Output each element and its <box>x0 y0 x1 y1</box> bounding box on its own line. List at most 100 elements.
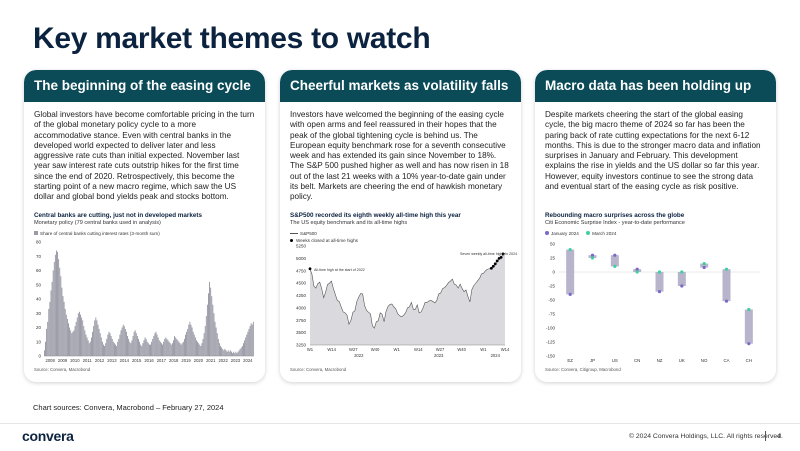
bar <box>202 338 204 356</box>
bar <box>123 326 125 356</box>
point-march <box>657 270 662 274</box>
bar <box>161 343 162 356</box>
bar <box>188 324 190 356</box>
bar <box>241 346 243 356</box>
bar <box>159 341 161 356</box>
all-time-high-point <box>489 266 493 270</box>
page-number: 4 <box>777 433 781 440</box>
bar <box>127 336 128 356</box>
all-time-high-point <box>501 252 505 256</box>
bar <box>147 343 149 356</box>
bar <box>105 343 107 356</box>
all-time-high-point <box>308 267 312 271</box>
bar <box>121 327 123 356</box>
bar <box>239 348 241 356</box>
point-march <box>590 256 595 260</box>
point-january <box>702 265 706 270</box>
bar <box>204 326 206 356</box>
bar <box>99 333 101 356</box>
bar <box>173 340 174 356</box>
y-tick-label: 0 <box>552 270 555 275</box>
legend-swatch-jan <box>545 231 549 235</box>
x-tick-label: 2010 <box>70 358 80 363</box>
footer-divider <box>765 431 766 441</box>
annotation-right: Seven weekly all-time highs in 2024 <box>460 252 517 256</box>
bar <box>221 347 223 356</box>
y-tick-label: -150 <box>546 354 556 359</box>
all-time-high-point <box>495 259 499 263</box>
year-label: 2023 <box>434 353 444 358</box>
point-march <box>613 264 617 268</box>
bar <box>226 351 228 356</box>
y-tick-label: -100 <box>546 326 556 331</box>
bar <box>211 296 213 356</box>
x-tick-label: W14 <box>414 347 423 352</box>
bar <box>205 316 207 356</box>
annotation-left: All-time high at the start of 2022 <box>314 268 365 272</box>
bar <box>217 338 219 356</box>
y-tick-label: -25 <box>548 284 555 289</box>
bar <box>112 341 114 356</box>
x-tick-label: 2012 <box>95 358 105 363</box>
bar <box>237 351 239 356</box>
y-tick-label: 40 <box>36 297 42 302</box>
bar <box>223 350 225 356</box>
bar <box>65 314 67 356</box>
bar <box>97 324 99 356</box>
bar <box>47 321 49 356</box>
bar <box>143 340 145 356</box>
bar <box>91 337 92 356</box>
chart-title: S&P500 recorded its eighth weekly all-ti… <box>290 212 461 219</box>
bar <box>192 331 194 356</box>
x-tick-label: EZ <box>567 358 573 363</box>
chart-title: Central banks are cutting, just not in d… <box>34 212 202 219</box>
bar <box>74 326 76 356</box>
bar <box>184 338 185 356</box>
range-bar <box>700 263 709 268</box>
bar <box>231 351 232 356</box>
bar <box>252 321 254 356</box>
range-bar <box>677 272 686 286</box>
bar <box>134 330 136 356</box>
range-bar <box>566 249 575 295</box>
x-tick-label: 2009 <box>58 358 68 363</box>
bar <box>60 276 62 356</box>
chart-legend: January 2024 March 2024 <box>545 231 616 236</box>
card-body-text: Global investors have become comfortable… <box>34 110 255 202</box>
bar <box>246 334 248 356</box>
x-tick-label: 2021 <box>206 358 216 363</box>
bar <box>130 343 132 356</box>
bar <box>61 287 63 356</box>
chart-source: Source: Convera, Citigroup, Macrobond <box>545 367 621 372</box>
bar <box>189 321 191 356</box>
bar <box>214 321 216 356</box>
y-tick-label: 10 <box>36 339 42 344</box>
legend-label: Share of central banks cutting interest … <box>40 231 160 236</box>
bar <box>250 323 252 356</box>
x-tick-label: W1 <box>394 347 401 352</box>
x-tick-label: 2020 <box>194 358 204 363</box>
bar <box>52 270 54 356</box>
convera-logo: convera <box>22 428 74 444</box>
bar <box>131 340 133 356</box>
bar <box>68 323 69 356</box>
bar <box>236 353 238 356</box>
bar <box>201 343 203 356</box>
x-tick-label: W1 <box>307 347 314 352</box>
y-tick-label: 5250 <box>296 244 307 249</box>
bar <box>57 251 58 356</box>
y-tick-label: 3250 <box>296 343 307 348</box>
bar <box>146 341 148 356</box>
bar <box>196 340 197 356</box>
card-cheerful-markets: Cheerful markets as volatility falls Inv… <box>280 70 521 382</box>
bar <box>248 328 250 356</box>
bar <box>106 338 108 356</box>
legend-dot-swatch <box>290 239 293 242</box>
bar <box>216 333 218 356</box>
bar <box>126 331 127 356</box>
bar <box>129 341 131 356</box>
point-january <box>590 253 595 257</box>
bar <box>200 346 202 356</box>
bar <box>115 344 116 356</box>
y-tick-label: -50 <box>548 298 555 303</box>
